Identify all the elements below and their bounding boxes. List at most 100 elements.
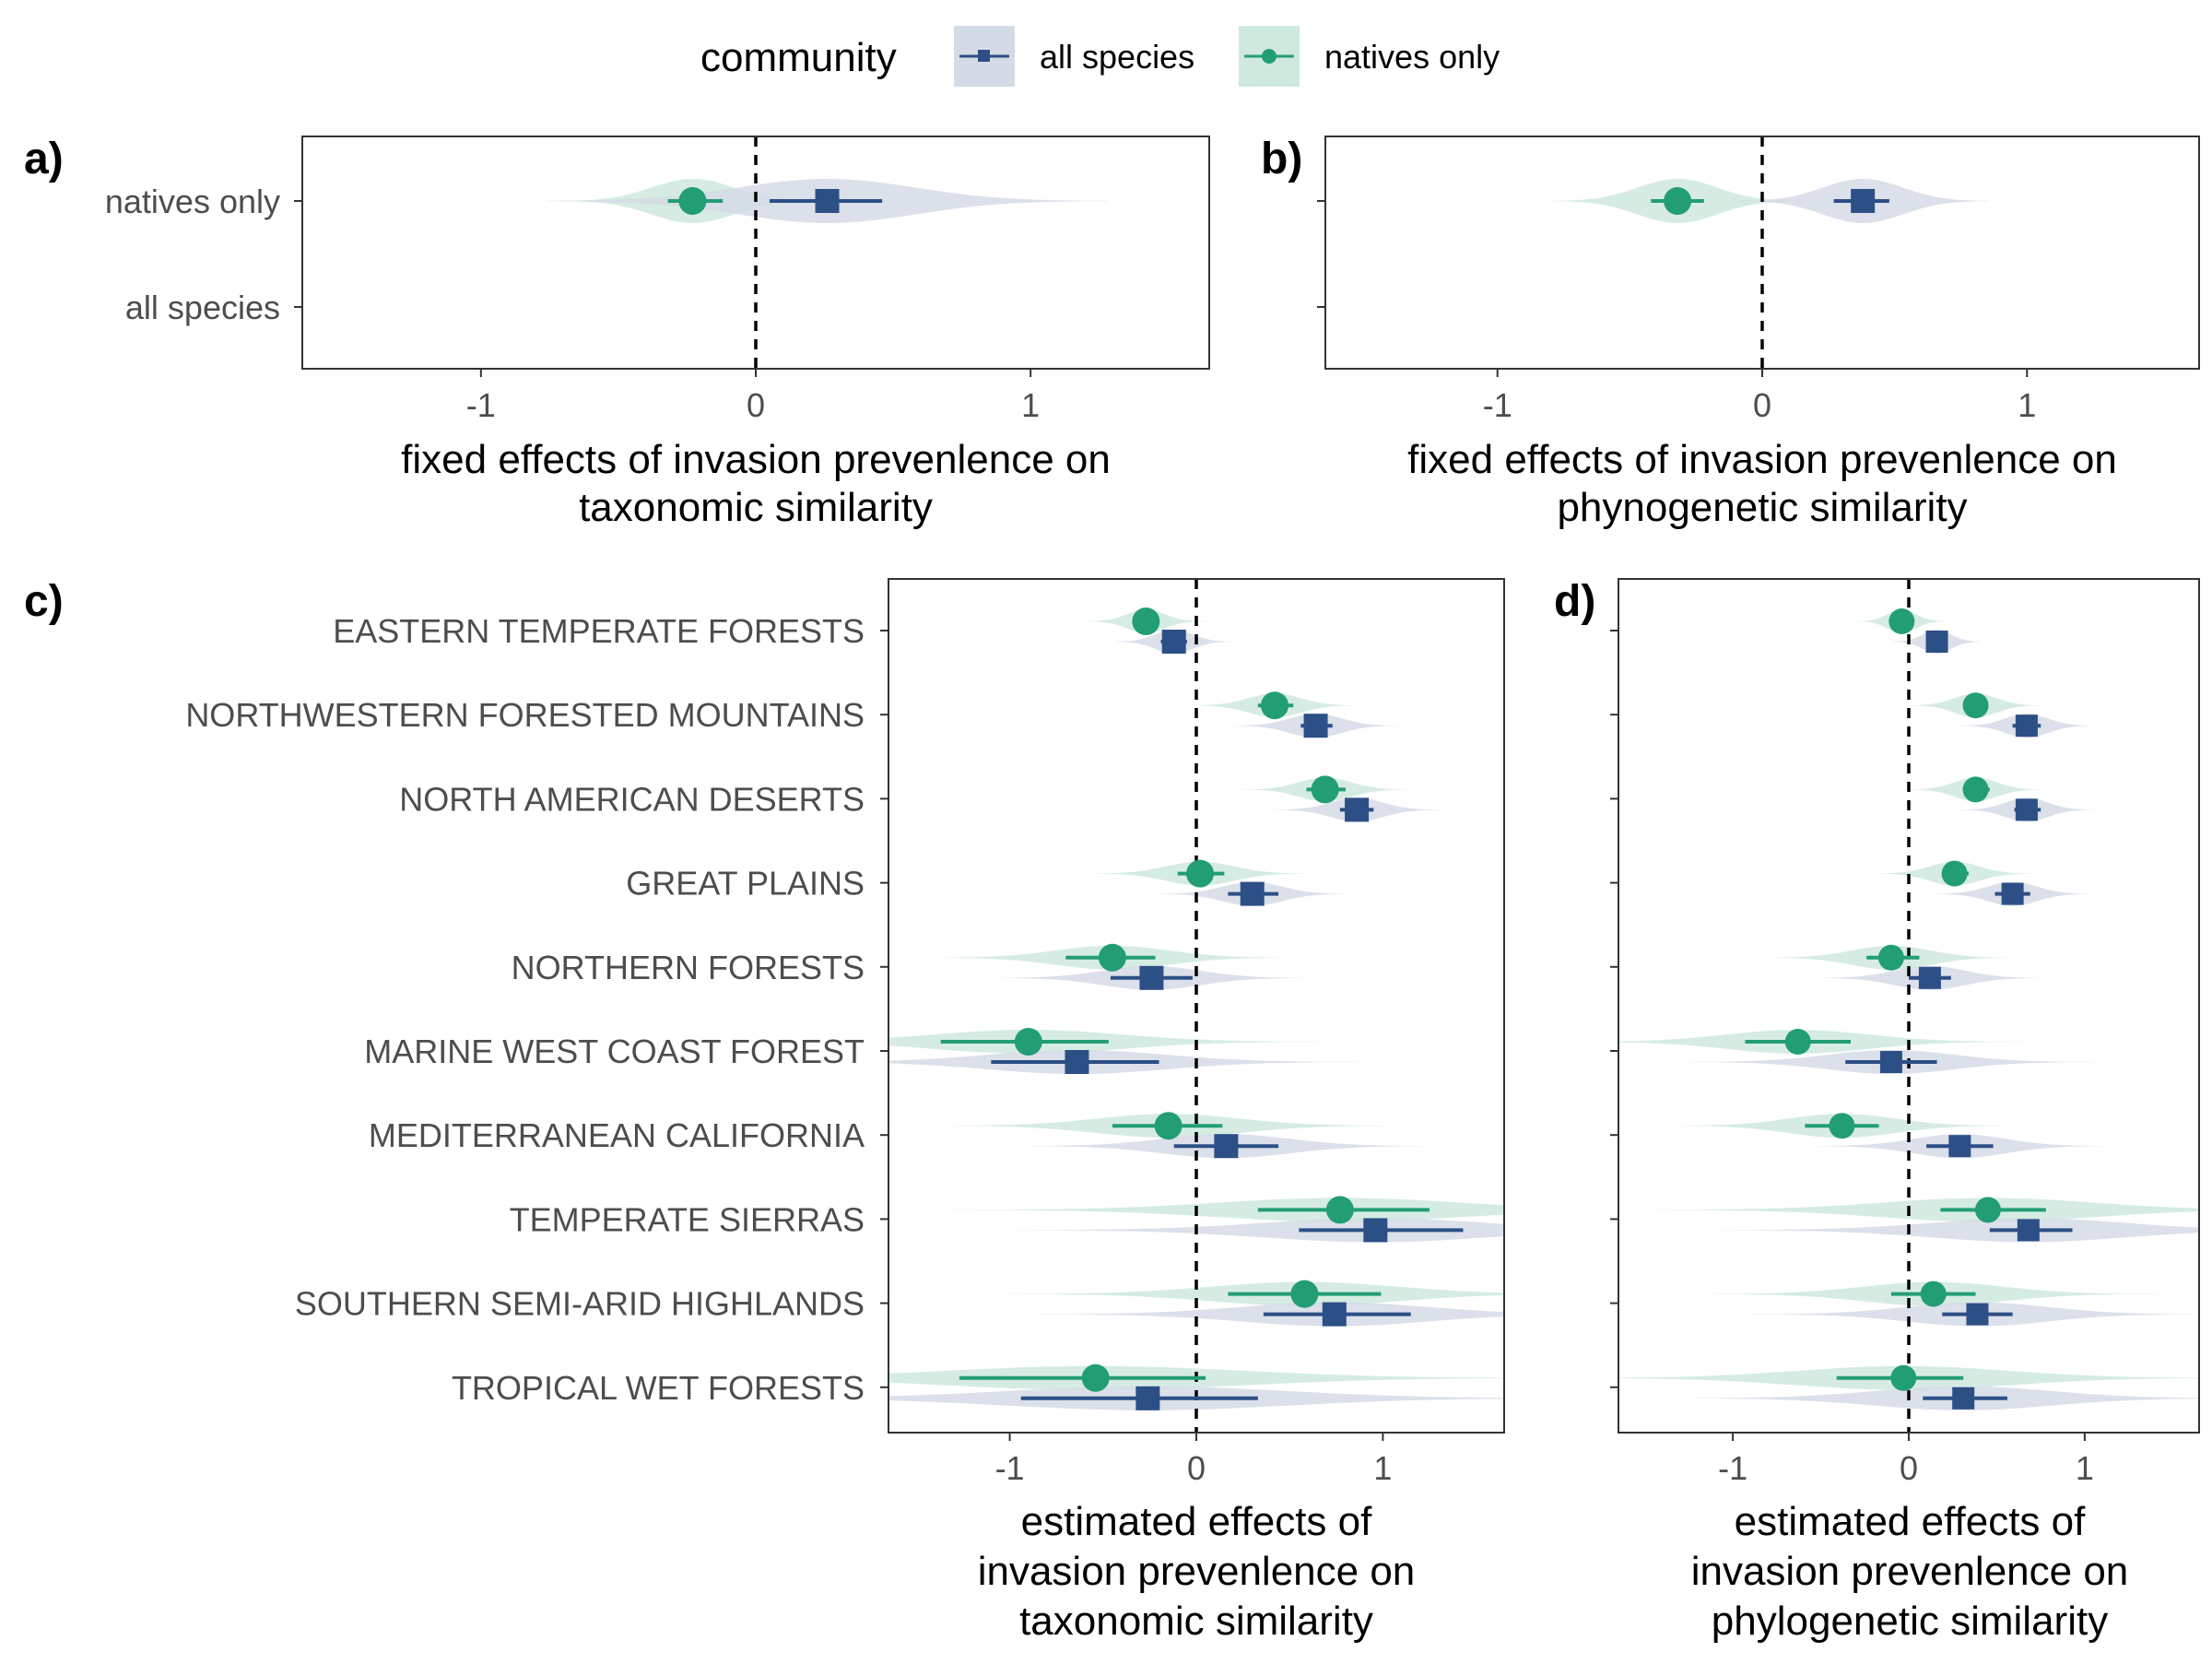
- panels: a) -1 0 1 natives only all species fixed effec…: [0, 135, 2200, 1644]
- violin-natives-only-temperate-sierras: [1650, 1198, 2199, 1222]
- legend: community all species natives only: [700, 26, 1500, 87]
- point-all-species-all-species: [0, 295, 24, 319]
- point-all-species-north-american-deserts: [1345, 797, 1370, 822]
- point-natives-only-great-plains: [1941, 860, 1968, 887]
- point-all-species-eastern-temperate-forests: [1925, 631, 1948, 653]
- panel-tag-c: c): [24, 577, 64, 626]
- point-natives-only-temperate-sierras: [1974, 1197, 2001, 1223]
- panel-d-xaxis-title-line-2: invasion prevenlence on: [1691, 1549, 2129, 1594]
- point-all-species-northern-forests: [1139, 965, 1164, 990]
- panel-c: c) -1 0 1 EASTERN TEMPERATE FORESTS NORTHWEST…: [24, 577, 1505, 1644]
- legend-item-all-species: all species: [954, 26, 1194, 87]
- violin-all-species-temperate-sierras: [1718, 1218, 2199, 1243]
- point-natives-only-northern-forests: [1877, 944, 1904, 971]
- panel-c-xtick-label-0: 0: [1187, 1449, 1206, 1487]
- panel-b-xaxis-title-line-1: fixed effects of invasion prevenlence on: [1407, 437, 2117, 482]
- point-natives-only-tropical-wet-forests: [1890, 1364, 1917, 1391]
- panel-d-violins: [1618, 609, 2199, 1410]
- panel-c-plot-area: [888, 579, 1504, 1433]
- point-all-species-north-american-deserts: [2015, 798, 2038, 821]
- panel-c-xaxis-title-line-3: taxonomic similarity: [1019, 1599, 1373, 1644]
- panel-b-xtick-label-0: 0: [1753, 386, 1771, 424]
- point-all-species-temperate-sierras: [2017, 1219, 2040, 1242]
- point-all-species-tropical-wet-forests: [1952, 1387, 1975, 1410]
- panel-b-xtick-label-1: -1: [1483, 386, 1512, 424]
- panel-a-category-label-natives-only: natives only: [105, 183, 280, 220]
- point-natives-only-natives-only: [678, 187, 707, 215]
- point-all-species-marine-west-coast-forest: [1879, 1051, 1902, 1073]
- point-all-species-all-species: [0, 295, 24, 319]
- point-natives-only-mediterranean-california: [1154, 1112, 1182, 1140]
- panel-c-category-label-great-plains: GREAT PLAINS: [626, 865, 865, 903]
- panel-d-pointranges: [1745, 608, 2073, 1410]
- panel-tag-b: b): [1261, 135, 1302, 183]
- point-natives-only-mediterranean-california: [1829, 1113, 1855, 1139]
- point-all-species-northwestern-forested-mountains: [1303, 714, 1328, 738]
- panel-b-xtick-label-1: 1: [2018, 386, 2036, 424]
- point-natives-only-natives-only: [1664, 187, 1692, 215]
- panel-c-xtick-label-1: -1: [995, 1449, 1025, 1487]
- panel-b: b) -1 0 1 fixed effects of invasion prevenle…: [0, 135, 2200, 530]
- point-natives-only-great-plains: [1186, 859, 1215, 888]
- point-natives-only-marine-west-coast-forest: [1784, 1029, 1811, 1055]
- violin-natives-only-temperate-sierras: [951, 1198, 1504, 1222]
- point-all-species-marine-west-coast-forest: [1065, 1050, 1089, 1074]
- legend-item-natives-only: natives only: [1239, 26, 1500, 87]
- panel-b-violins: [1550, 179, 1991, 223]
- panel-c-xtick-label-1: 1: [1373, 1449, 1392, 1487]
- panel-d-xtick-label-0: 0: [1900, 1449, 1918, 1487]
- point-all-species-southern-semi-arid-highlands: [1966, 1303, 1989, 1326]
- panel-c-category-label-marine-west-coast-forest: MARINE WEST COAST FOREST: [364, 1033, 865, 1070]
- panel-c-pointranges: [940, 608, 1464, 1410]
- point-natives-only-north-american-deserts: [1311, 775, 1339, 804]
- point-all-species-natives-only: [815, 189, 840, 213]
- point-all-species-southern-semi-arid-highlands: [1322, 1302, 1347, 1327]
- panel-b-pointranges: [0, 187, 1889, 321]
- legend-label-all-species: all species: [1040, 38, 1194, 76]
- point-all-species-great-plains: [1240, 881, 1265, 906]
- point-natives-only-all-species: [0, 293, 14, 321]
- panel-tag-a: a): [24, 135, 64, 183]
- point-all-species-natives-only: [1851, 189, 1876, 213]
- panel-d-xtick-label-1: 1: [2076, 1449, 2094, 1487]
- panel-a-xaxis-title-line-1: fixed effects of invasion prevenlence on: [401, 437, 1111, 482]
- panel-c-category-label-tropical-wet-forests: TROPICAL WET FORESTS: [452, 1369, 865, 1407]
- panel-b-xaxis-title-line-2: phynogenetic similarity: [1557, 485, 1967, 530]
- legend-label-natives-only: natives only: [1324, 38, 1500, 76]
- panel-c-category-label-mediterranean-california: MEDITERRANEAN CALIFORNIA: [369, 1116, 865, 1154]
- legend-key-all-species-square: [978, 50, 990, 62]
- legend-title: community: [700, 35, 897, 80]
- panel-c-category-label-northwestern-forested-mountains: NORTHWESTERN FORESTED MOUNTAINS: [185, 696, 865, 734]
- panel-a-xtick-label-0: 0: [747, 386, 765, 424]
- legend-key-natives-only-circle: [1262, 49, 1277, 64]
- panel-a-category-label-all-species: all species: [125, 289, 280, 326]
- point-all-species-mediterranean-california: [1214, 1134, 1239, 1159]
- panel-d-xaxis-title-line-3: phylogenetic similarity: [1712, 1599, 2108, 1644]
- point-natives-only-southern-semi-arid-highlands: [1290, 1280, 1319, 1308]
- point-natives-only-northwestern-forested-mountains: [1261, 691, 1289, 720]
- panel-a-xtick-label-1: 1: [1021, 386, 1040, 424]
- point-natives-only-all-species: [0, 293, 14, 321]
- point-all-species-eastern-temperate-forests: [1161, 630, 1186, 654]
- point-all-species-northern-forests: [1918, 966, 1941, 989]
- panel-c-category-label-temperate-sierras: TEMPERATE SIERRAS: [510, 1200, 865, 1238]
- panel-tag-d: d): [1554, 577, 1595, 626]
- panel-d-xtick-label-1: -1: [1718, 1449, 1747, 1487]
- point-natives-only-eastern-temperate-forests: [1888, 608, 1915, 634]
- point-all-species-great-plains: [2001, 882, 2024, 905]
- panel-a-pointranges: [0, 187, 883, 321]
- point-all-species-tropical-wet-forests: [1135, 1386, 1160, 1410]
- point-all-species-temperate-sierras: [1363, 1218, 1388, 1243]
- panel-a-xaxis-title-line-2: taxonomic similarity: [579, 485, 933, 530]
- point-natives-only-eastern-temperate-forests: [1132, 608, 1160, 635]
- point-natives-only-tropical-wet-forests: [1081, 1363, 1110, 1392]
- point-natives-only-marine-west-coast-forest: [1014, 1028, 1042, 1056]
- panel-b-plot-area: [0, 136, 1991, 369]
- panel-c-category-label-eastern-temperate-forests: EASTERN TEMPERATE FORESTS: [333, 612, 865, 650]
- point-natives-only-north-american-deserts: [1962, 776, 1989, 803]
- panel-c-xaxis-title-line-2: invasion prevenlence on: [978, 1549, 1416, 1594]
- point-natives-only-northwestern-forested-mountains: [1962, 692, 1989, 719]
- panel-c-category-label-north-american-deserts: NORTH AMERICAN DESERTS: [399, 780, 865, 818]
